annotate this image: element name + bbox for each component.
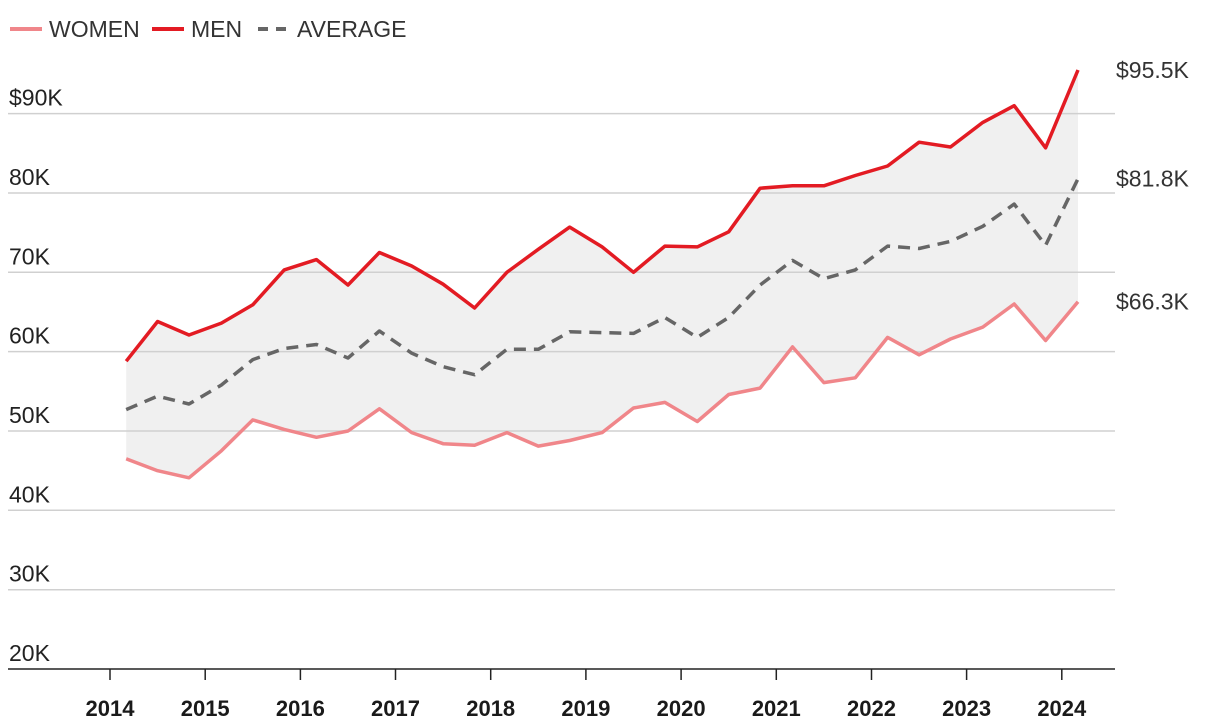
legend-item-men: MEN: [152, 16, 242, 42]
axis-layer: $90K 80K 70K 60K 50K 40K 30K 20K 2014 2015 2016 201…: [8, 85, 1115, 721]
legend: WOMEN MEN AVERAGE: [10, 16, 407, 42]
y-tick-label-50000: 50K: [9, 402, 51, 428]
series-line-average: [125, 177, 1080, 412]
y-tick-label-40000: 40K: [9, 481, 51, 507]
x-tick-label-2021: 2021: [752, 696, 801, 721]
y-tick-label-70000: 70K: [9, 243, 51, 269]
band-layer: [126, 70, 1078, 478]
x-tick-label-2018: 2018: [466, 696, 515, 721]
end-label-women: $66.3K: [1116, 289, 1190, 315]
x-tick-label-2024: 2024: [1037, 696, 1087, 721]
legend-item-women: WOMEN: [10, 16, 140, 42]
y-tick-label-80000: 80K: [9, 164, 51, 190]
x-tick-label-2022: 2022: [847, 696, 896, 721]
legend-label-women: WOMEN: [49, 16, 140, 42]
end-label-average: $81.8K: [1116, 166, 1190, 192]
y-tick-label-90000: $90K: [9, 85, 63, 111]
series-line-women: [125, 300, 1080, 480]
legend-item-average: AVERAGE: [258, 16, 407, 42]
label-layer: $95.5K $81.8K $66.3K: [1116, 57, 1190, 315]
grid-layer: [8, 112, 1115, 591]
x-tick-label-2014: 2014: [86, 696, 136, 721]
legend-label-average: AVERAGE: [297, 16, 407, 42]
series-line-men: [124, 69, 1080, 363]
x-tick-label-2015: 2015: [181, 696, 230, 721]
range-band: [126, 70, 1078, 478]
series-layer: [124, 69, 1080, 480]
x-tick-label-2020: 2020: [657, 696, 706, 721]
y-tick-label-20000: 20K: [9, 640, 51, 666]
end-label-men: $95.5K: [1116, 57, 1190, 83]
y-tick-label-30000: 30K: [9, 561, 51, 587]
legend-label-men: MEN: [191, 16, 242, 42]
x-tick-label-2023: 2023: [942, 696, 991, 721]
x-tick-label-2017: 2017: [371, 696, 420, 721]
x-tick-label-2019: 2019: [561, 696, 610, 721]
x-tick-label-2016: 2016: [276, 696, 325, 721]
y-tick-label-60000: 60K: [9, 323, 51, 349]
